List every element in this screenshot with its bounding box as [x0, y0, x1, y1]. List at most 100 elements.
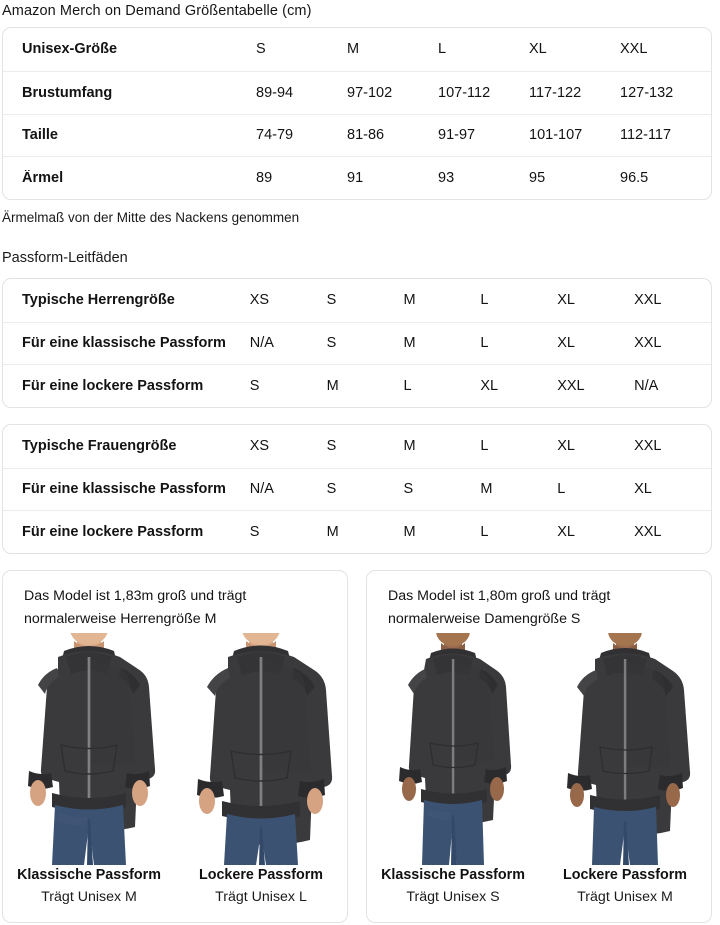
row-label: Typische Herrengröße	[22, 292, 175, 309]
table-cell: S	[326, 481, 337, 498]
size-column-header: XL	[529, 41, 547, 58]
model-cards: Das Model ist 1,83m groß und trägt norma…	[2, 570, 712, 923]
table-cell: 127-132	[620, 84, 674, 101]
table-cell: S	[403, 481, 414, 498]
figure-row	[3, 633, 347, 865]
table-cell: L	[480, 335, 489, 352]
size-column-header: S	[326, 292, 337, 309]
page-title: Amazon Merch on Demand Größentabelle (cm…	[2, 3, 312, 19]
table-cell: 112-117	[620, 127, 672, 144]
size-column-header: XXL	[634, 438, 662, 455]
row-label: Für eine lockere Passform	[22, 377, 204, 394]
caption-row: Klassische Passform Trägt Unisex S Locke…	[367, 865, 711, 908]
table-cell: XXL	[634, 335, 662, 352]
size-column-header: L	[438, 41, 447, 58]
fit-wears: Trägt Unisex M	[41, 889, 137, 905]
table-cell: XL	[557, 523, 575, 540]
table-cell: S	[326, 335, 337, 352]
model-intro-text: Das Model ist 1,83m groß und trägt norma…	[24, 588, 247, 627]
model-intro-text: Das Model ist 1,80m groß und trägt norma…	[388, 588, 611, 627]
table-cell: M	[480, 481, 493, 498]
size-column-header: S	[326, 438, 337, 455]
fit-wears: Trägt Unisex S	[406, 889, 500, 905]
fit-title: Klassische Passform	[381, 867, 525, 883]
mens-fit-table: Typische Herrengröße XS S M L XL XXL Für…	[2, 278, 712, 408]
row-label: Für eine klassische Passform	[22, 481, 226, 498]
caption-row: Klassische Passform Trägt Unisex M Locke…	[3, 865, 347, 908]
figure-slot-loose	[539, 633, 711, 865]
model-card-female: Das Model ist 1,80m groß und trägt norma…	[366, 570, 712, 923]
table-cell: 95	[529, 170, 546, 187]
table-cell: 89-94	[256, 84, 294, 101]
table-cell: L	[557, 481, 566, 498]
figure-slot-loose	[175, 633, 347, 865]
fit-wears: Trägt Unisex M	[577, 889, 673, 905]
row-label: Typische Frauengröße	[22, 438, 177, 455]
size-column-header: M	[347, 41, 360, 58]
table-row-header: Typische Frauengröße XS S M L XL XXL	[3, 425, 711, 468]
table-cell: 91	[347, 170, 364, 187]
table-row-header: Unisex-Größe S M L XL XXL	[3, 28, 711, 71]
table-cell: 91-97	[438, 127, 476, 144]
table-cell: 97-102	[347, 84, 393, 101]
table-cell: M	[403, 523, 416, 540]
male-model-loose-fit-illustration	[197, 633, 333, 865]
table-row: Für eine lockere Passform S M L XL XXL N…	[3, 364, 711, 407]
table-cell: 89	[256, 170, 273, 187]
table-cell: N/A	[249, 335, 274, 352]
fit-title: Klassische Passform	[17, 867, 161, 883]
fit-title: Lockere Passform	[563, 867, 687, 883]
row-label: Für eine lockere Passform	[22, 523, 204, 540]
table-cell: 101-107	[529, 127, 583, 144]
model-card-male: Das Model ist 1,83m groß und trägt norma…	[2, 570, 348, 923]
sleeve-measurement-note: Ärmelmaß von der Mitte des Nackens genom…	[2, 210, 300, 225]
figure-row	[367, 633, 711, 865]
size-column-header: M	[403, 292, 416, 309]
table-cell: 107-112	[438, 84, 491, 101]
figure-slot-classic	[367, 633, 539, 865]
table-cell: N/A	[634, 377, 659, 394]
table-row: Für eine klassische Passform N/A S M L X…	[3, 321, 711, 365]
womens-fit-table: Typische Frauengröße XS S M L XL XXL Für…	[2, 424, 712, 554]
size-column-header: L	[480, 438, 489, 455]
size-column-header: XXL	[620, 41, 648, 58]
male-model-classic-fit-illustration	[28, 633, 156, 865]
table-cell: L	[403, 377, 412, 394]
size-column-header: XL	[557, 292, 575, 309]
unisex-size-table: Unisex-Größe S M L XL XXL Brustumfang 89…	[2, 27, 712, 201]
table-cell: S	[249, 377, 260, 394]
figure-slot-classic	[3, 633, 175, 865]
table-cell: XXL	[634, 523, 662, 540]
fit-wears: Trägt Unisex L	[215, 889, 307, 905]
female-model-loose-fit-illustration	[567, 633, 691, 865]
caption-loose: Lockere Passform Trägt Unisex M	[539, 865, 711, 908]
table-cell: 93	[438, 170, 455, 187]
table-cell: S	[249, 523, 260, 540]
size-column-header: XS	[249, 292, 270, 309]
table-row: Brustumfang 89-94 97-102 107-112 117-122…	[3, 70, 711, 114]
table-row: Ärmel 89 91 93 95 96.5	[3, 156, 711, 199]
table-cell: M	[326, 377, 339, 394]
row-label: Brustumfang	[22, 84, 113, 101]
size-column-header: XXL	[634, 292, 662, 309]
table-cell: 81-86	[347, 127, 385, 144]
table-row: Für eine klassische Passform N/A S S M L…	[3, 467, 711, 511]
table-cell: L	[480, 523, 489, 540]
table-cell: XL	[480, 377, 499, 394]
table-row: Für eine lockere Passform S M M L XL XXL	[3, 510, 711, 553]
caption-classic: Klassische Passform Trägt Unisex S	[367, 865, 539, 908]
table-cell: M	[403, 335, 416, 352]
table-cell: N/A	[249, 481, 274, 498]
row-label: Taille	[22, 127, 58, 144]
table-cell: M	[326, 523, 339, 540]
table-cell: XXL	[557, 377, 585, 394]
table-row-header: Typische Herrengröße XS S M L XL XXL	[3, 279, 711, 322]
caption-loose: Lockere Passform Trägt Unisex L	[175, 865, 347, 908]
size-column-header: S	[256, 41, 266, 58]
table-cell: 74-79	[256, 127, 294, 144]
table-cell: XL	[634, 481, 652, 498]
row-label: Für eine klassische Passform	[22, 335, 226, 352]
size-column-header: M	[403, 438, 416, 455]
size-column-header: L	[480, 292, 489, 309]
